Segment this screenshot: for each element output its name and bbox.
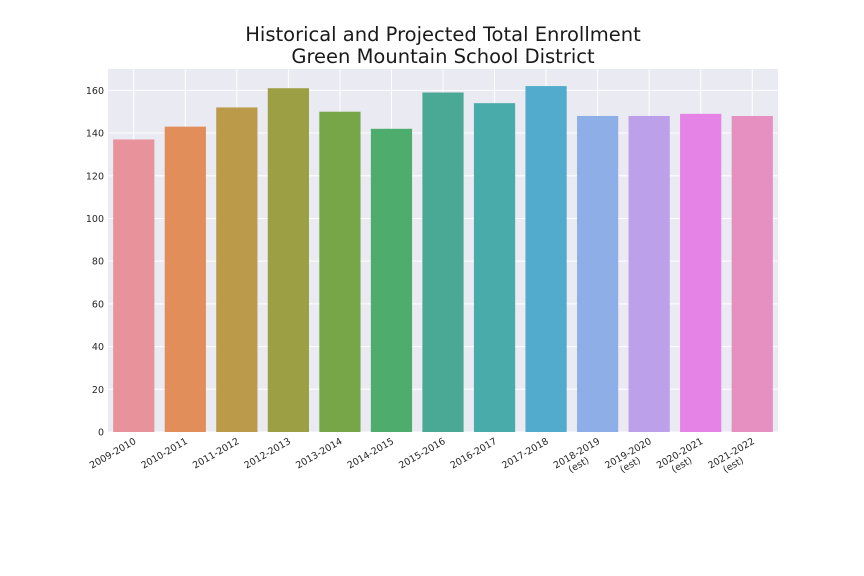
x-tick-label: 2009-2010 [88, 436, 138, 471]
chart-title-line-1: Historical and Projected Total Enrollmen… [245, 23, 641, 46]
bar [216, 107, 258, 432]
bar [113, 139, 155, 432]
bar [577, 115, 619, 432]
bar [525, 86, 567, 433]
bar [473, 103, 516, 432]
y-tick-label: 120 [86, 171, 104, 182]
x-tick-label: 2016-2017 [449, 436, 499, 471]
y-tick-label: 20 [92, 385, 104, 396]
bars [113, 86, 773, 433]
y-tick-label: 100 [86, 214, 104, 225]
y-tick-label: 140 [86, 129, 104, 140]
bar [267, 88, 309, 432]
x-axis-ticks: 2009-2010 2010-2011 2011-2012 2012-2013 2013… [88, 436, 762, 481]
bar [680, 113, 722, 432]
x-tick-label: 2013-2014 [294, 436, 344, 471]
x-tick-label: 2020-2021(est) [655, 436, 711, 481]
y-tick-label: 60 [92, 299, 104, 310]
y-tick-label: 40 [92, 342, 104, 353]
y-tick-label: 0 [98, 428, 104, 439]
x-tick-label: 2011-2012 [191, 436, 241, 471]
x-tick-label: 2015-2016 [397, 436, 447, 471]
x-tick-label: 2017-2018 [500, 436, 550, 471]
bar [319, 111, 361, 433]
x-tick-label: 2010-2011 [139, 436, 189, 471]
x-tick-label: 2019-2020(est) [603, 436, 659, 481]
bar [370, 128, 413, 432]
bar [164, 126, 206, 432]
x-tick-label: 2014-2015 [346, 436, 396, 471]
chart-title-line-2: Green Mountain School District [291, 45, 595, 68]
bar [731, 115, 773, 432]
x-tick-label: 2021-2022(est) [706, 436, 762, 481]
y-tick-label: 160 [86, 86, 104, 97]
x-tick-label: 2018-2019(est) [552, 436, 608, 481]
bar [422, 92, 464, 433]
bar [628, 115, 670, 432]
y-tick-label: 80 [92, 257, 104, 268]
x-tick-label: 2012-2013 [243, 436, 293, 471]
y-axis-ticks: 0 20 40 60 80 100 120 140 160 [86, 86, 104, 439]
